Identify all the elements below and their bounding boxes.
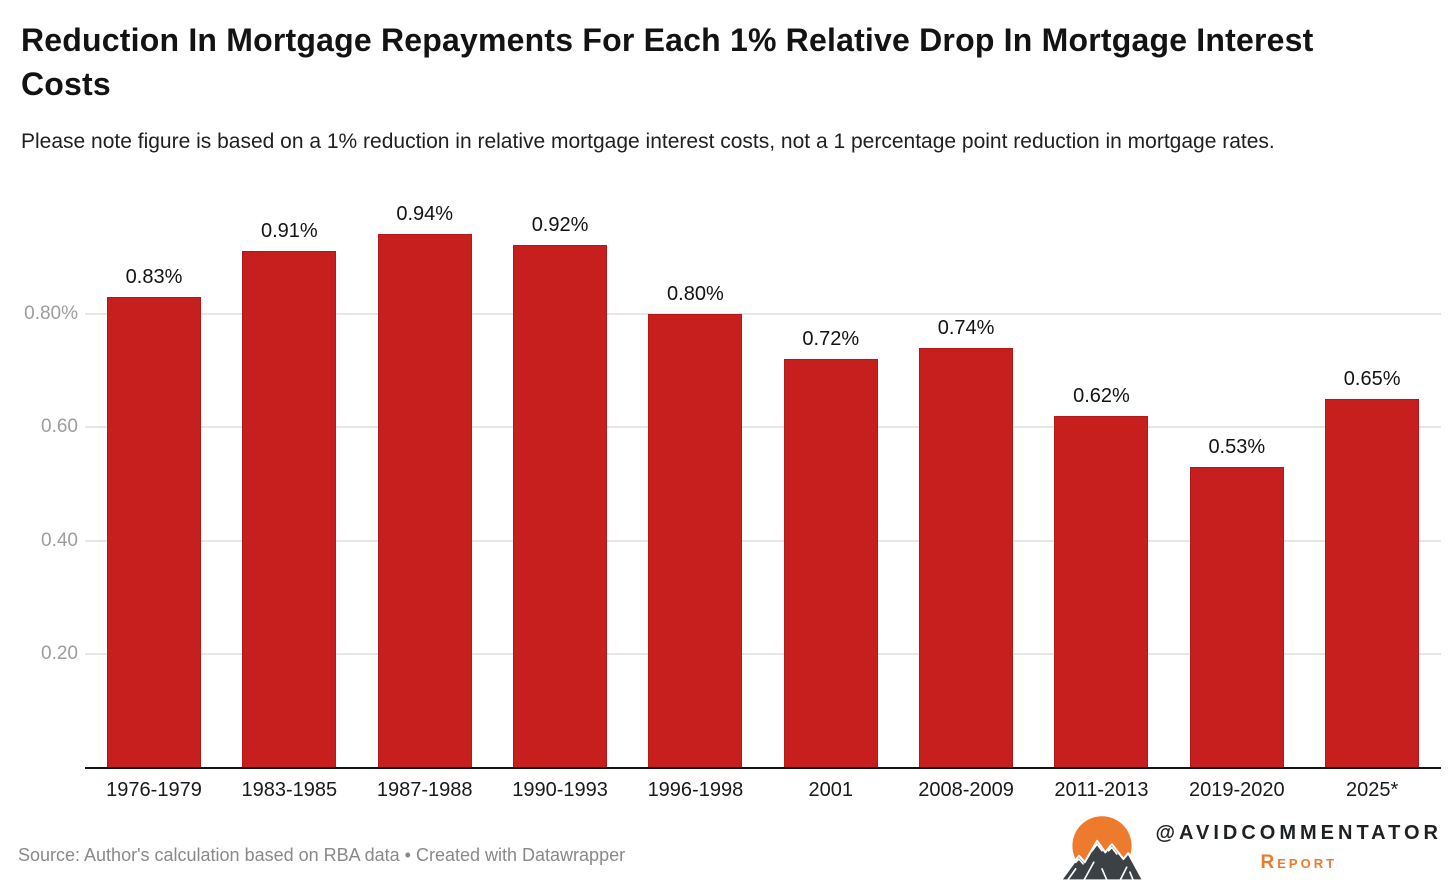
bar	[1054, 415, 1149, 768]
y-tick-label: 0.20	[41, 643, 78, 665]
x-axis-line	[85, 767, 1441, 769]
gridline	[85, 539, 1441, 542]
y-tick-label: 0.80%	[24, 302, 78, 324]
source-note: Source: Author's calculation based on RB…	[18, 845, 626, 865]
x-tick-label: 2008-2009	[918, 779, 1014, 801]
x-tick-label: 2001	[808, 779, 854, 801]
x-tick-label: 1990-1993	[512, 779, 608, 801]
x-tick-label: 1987-1988	[376, 779, 473, 801]
bar	[377, 234, 472, 768]
bar	[1325, 398, 1420, 768]
x-tick-label: 1996-1998	[647, 779, 744, 801]
y-tick-label: 0.60	[41, 416, 78, 438]
x-tick-label: 2019-2020	[1188, 779, 1285, 801]
bar	[648, 313, 743, 768]
bar-value-label: 0.74%	[937, 316, 995, 339]
brand-handle: @AVIDCOMMENTATOR	[1155, 822, 1442, 844]
bar	[242, 251, 337, 768]
chart-subtitle: Please note figure is based on a 1% redu…	[21, 130, 1275, 153]
mountain-sun-icon	[1059, 816, 1144, 882]
x-tick-label: 2025*	[1346, 779, 1399, 801]
bar-value-label: 0.53%	[1208, 435, 1266, 458]
bar	[783, 359, 878, 768]
bar-value-label: 0.91%	[260, 220, 318, 243]
bar	[513, 245, 608, 768]
bar-value-label: 0.83%	[125, 265, 183, 288]
bar-value-label: 0.80%	[667, 282, 724, 305]
chart-title: Reduction In Mortgage Repayments For Eac…	[21, 22, 1314, 102]
gridline	[85, 312, 1441, 315]
brand-subtext: Report	[1260, 852, 1338, 873]
brand-logo: @AVIDCOMMENTATOR Report	[1058, 808, 1442, 882]
bar-value-label: 0.92%	[531, 214, 589, 237]
bar-value-label: 0.65%	[1343, 367, 1401, 390]
x-tick-label: 1983-1985	[241, 779, 338, 801]
bar	[1189, 466, 1284, 768]
brand-text: @AVIDCOMMENTATOR Report	[1156, 822, 1442, 882]
bar-value-label: 0.62%	[1073, 384, 1130, 407]
y-tick-label: 0.40	[41, 529, 78, 551]
bar	[919, 347, 1014, 768]
gridline	[85, 653, 1441, 656]
x-tick-label: 2011-2013	[1054, 779, 1149, 801]
bar-value-label: 0.94%	[396, 203, 454, 226]
gridline	[85, 426, 1441, 429]
bar	[107, 296, 201, 768]
bar-value-label: 0.72%	[802, 328, 860, 351]
x-tick-label: 1976-1979	[106, 779, 202, 801]
